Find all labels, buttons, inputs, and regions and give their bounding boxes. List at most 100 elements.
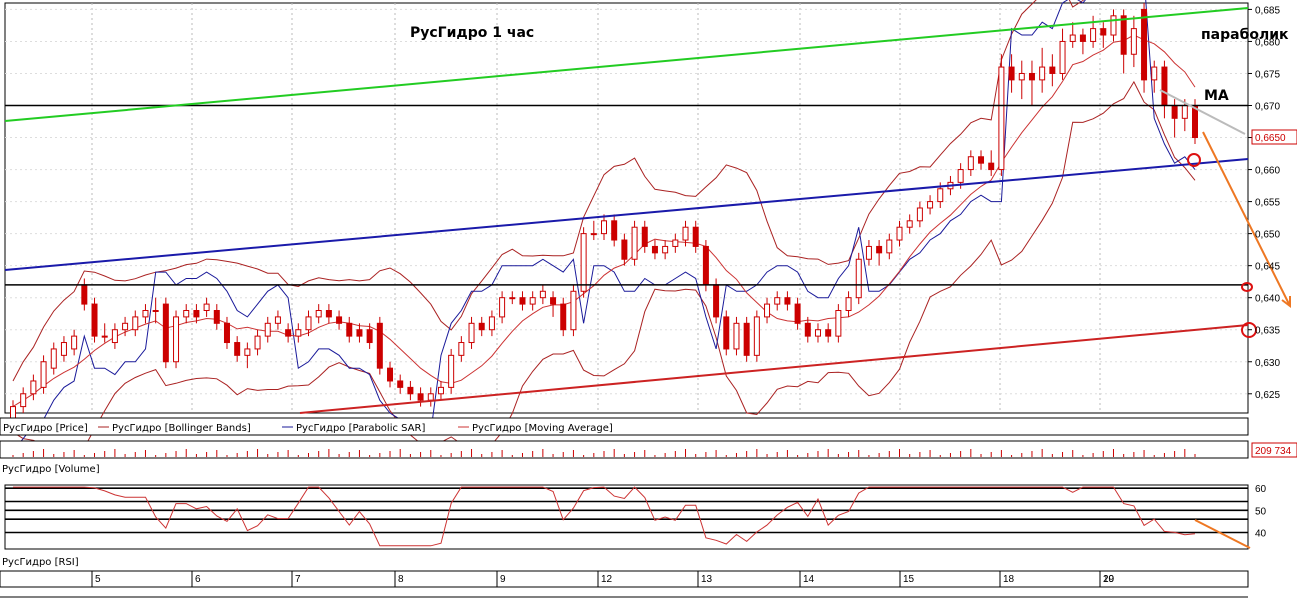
volume-bars (0, 440, 1249, 459)
candle-body (764, 303, 771, 318)
candle-body (264, 322, 271, 337)
x-tick-label: 7 (295, 574, 301, 585)
candle-body (651, 245, 658, 254)
volume-frame (0, 440, 1249, 459)
resistance-trendline (4, 7, 1249, 122)
candle-body (274, 316, 281, 324)
rsi-line (13, 486, 1196, 547)
candle-body (1141, 8, 1148, 81)
candle-body (1192, 105, 1198, 139)
candle-body (611, 220, 618, 241)
rsi-frame (4, 484, 1249, 550)
candle-body (458, 342, 465, 356)
x-tick-label: 8 (398, 574, 404, 585)
candle-body (356, 329, 363, 337)
candle-body (733, 322, 740, 350)
forecast-arrowhead (1281, 296, 1291, 308)
candle-body (285, 329, 292, 337)
candle-body (468, 322, 475, 344)
price-tick-label: 0,630 (1255, 358, 1280, 369)
candle-body (499, 297, 506, 318)
candle-body (71, 335, 78, 350)
candle-body (488, 316, 495, 331)
lower-trendline (299, 324, 1249, 414)
candle-body (203, 303, 210, 311)
target-circle (1241, 322, 1257, 338)
candle-body (10, 406, 16, 420)
candle-body (896, 226, 903, 241)
x-tick-label: 18 (1003, 574, 1015, 585)
candle-body (835, 310, 842, 337)
price-tick-label: 0,660 (1255, 166, 1280, 177)
candle-body (774, 297, 781, 305)
candle-body (1039, 66, 1046, 81)
candle-body (152, 310, 159, 312)
candle-body (111, 329, 118, 344)
parabolic-sar-line (12, 0, 1196, 452)
candle-body (101, 335, 108, 338)
x-tick-label: 19 (1103, 574, 1115, 585)
candle-body (621, 239, 628, 260)
candle-body (713, 284, 720, 318)
rsi-tick-label: 60 (1255, 484, 1267, 495)
candle-body (30, 380, 37, 395)
candle-body (325, 310, 332, 318)
price-tick-label: 0,655 (1255, 198, 1280, 209)
candle-body (478, 322, 485, 331)
rsi-panel: 60 50 40 (4, 484, 1267, 550)
volume-label: РусГидро [Volume] (2, 464, 100, 475)
candle-body (448, 354, 455, 388)
price-tick-label: 0,685 (1255, 5, 1280, 16)
candle-body (957, 169, 964, 183)
legend-label: РусГидро [Price] (3, 423, 88, 434)
candle-body (336, 316, 343, 324)
candle-body (407, 386, 414, 395)
candle-body (825, 329, 832, 337)
grid (4, 2, 1249, 548)
target-circle (1187, 153, 1201, 167)
candle-body (213, 310, 220, 324)
candle-body (509, 297, 516, 300)
candle-body (631, 226, 638, 260)
price-tick-label: 0,670 (1255, 102, 1280, 113)
candle-body (397, 380, 404, 388)
legend-label: РусГидро [Moving Average] (472, 423, 613, 434)
rsi-label: РусГидро [RSI] (2, 557, 79, 568)
candle-body (916, 207, 923, 222)
x-tick-label: 5 (95, 574, 101, 585)
bollinger-bands (12, 0, 1196, 453)
candle-body (305, 316, 312, 331)
candle-body (60, 342, 67, 356)
candle-body (223, 322, 230, 344)
candle-body (519, 297, 526, 305)
price-legend: РусГидро [Price] РусГидро [Bollinger Band… (0, 417, 1249, 436)
candle-body (40, 361, 47, 388)
candle-body (50, 348, 57, 369)
price-tick-label: 0,640 (1255, 294, 1280, 305)
candle-body (1059, 40, 1066, 74)
candle-body (387, 367, 394, 382)
candle-body (845, 297, 852, 311)
candle-body (244, 348, 251, 356)
x-tick-label: 12 (601, 574, 613, 585)
price-tick-label: 0,635 (1255, 326, 1280, 337)
candle-body (1079, 34, 1086, 42)
candle-body (906, 220, 913, 228)
candle-body (1018, 72, 1025, 81)
candle-body (927, 201, 934, 209)
moving-average (12, 34, 1196, 408)
candle-body (723, 316, 730, 350)
price-tick-label: 0,650 (1255, 230, 1280, 241)
candle-body (1090, 28, 1097, 42)
candle-body (601, 220, 607, 235)
candle-body (753, 316, 760, 356)
candle-body (1069, 34, 1076, 42)
candle-body (590, 233, 597, 236)
candle-body (1151, 66, 1158, 81)
candle-body (580, 233, 587, 292)
candle-body (193, 310, 200, 318)
candle-body (162, 303, 169, 363)
legend-label: РусГидро [Bollinger Bands] (112, 423, 251, 434)
candle-body (550, 297, 557, 305)
